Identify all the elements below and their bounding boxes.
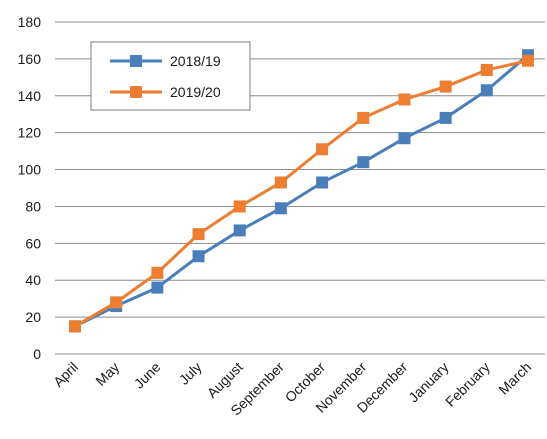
data-point bbox=[274, 176, 287, 189]
y-axis-tick-labels: 0 20 40 60 80 100 120 140 160 180 bbox=[18, 14, 42, 362]
legend-label: 2018/19 bbox=[170, 53, 221, 69]
y-tick-label: 20 bbox=[25, 309, 41, 325]
data-point bbox=[439, 80, 452, 93]
legend-swatch-marker bbox=[130, 55, 142, 67]
data-point bbox=[110, 296, 123, 309]
series-2 bbox=[69, 54, 534, 333]
x-tick-label: June bbox=[131, 359, 164, 392]
y-tick-label: 100 bbox=[18, 162, 42, 178]
data-point bbox=[69, 320, 81, 333]
x-tick-label: July bbox=[176, 359, 205, 388]
y-tick-label: 160 bbox=[18, 51, 42, 67]
y-tick-label: 60 bbox=[25, 235, 41, 251]
data-point bbox=[151, 281, 164, 294]
data-point bbox=[233, 200, 246, 213]
data-point bbox=[233, 224, 246, 237]
x-tick-label: February bbox=[442, 359, 493, 410]
y-tick-label: 0 bbox=[33, 346, 41, 362]
data-point bbox=[192, 250, 205, 263]
data-point bbox=[398, 132, 411, 145]
data-point bbox=[316, 176, 329, 189]
data-point bbox=[480, 84, 493, 97]
x-axis-tick-labels: April May June July AugustSeptemberOctoberNo… bbox=[50, 359, 534, 419]
y-tick-label: 120 bbox=[18, 125, 42, 141]
data-point bbox=[357, 156, 370, 169]
legend: 2018/19 2019/20 bbox=[90, 41, 251, 111]
legend-entry: 2018/19 bbox=[110, 53, 221, 69]
data-point bbox=[192, 228, 205, 241]
y-tick-label: 80 bbox=[25, 198, 41, 214]
data-point bbox=[439, 111, 452, 124]
data-point bbox=[398, 93, 411, 106]
y-tick-label: 180 bbox=[18, 14, 42, 30]
x-tick-label: April bbox=[50, 359, 81, 390]
data-point bbox=[480, 63, 493, 76]
y-tick-label: 40 bbox=[25, 272, 41, 288]
data-point bbox=[522, 54, 534, 67]
legend-entry: 2019/20 bbox=[110, 84, 221, 100]
x-tick-label: March bbox=[495, 359, 534, 398]
gridlines bbox=[55, 21, 545, 355]
x-tick-label: May bbox=[92, 359, 122, 389]
legend-swatch-marker bbox=[130, 86, 142, 98]
series-line bbox=[74, 54, 529, 328]
data-point bbox=[151, 266, 164, 279]
series-group bbox=[69, 49, 534, 333]
y-tick-label: 140 bbox=[18, 88, 42, 104]
legend-box bbox=[90, 41, 251, 111]
series-line bbox=[74, 59, 529, 328]
data-point bbox=[274, 202, 287, 215]
data-point bbox=[316, 143, 329, 156]
legend-label: 2019/20 bbox=[170, 84, 221, 100]
data-point bbox=[357, 111, 370, 124]
